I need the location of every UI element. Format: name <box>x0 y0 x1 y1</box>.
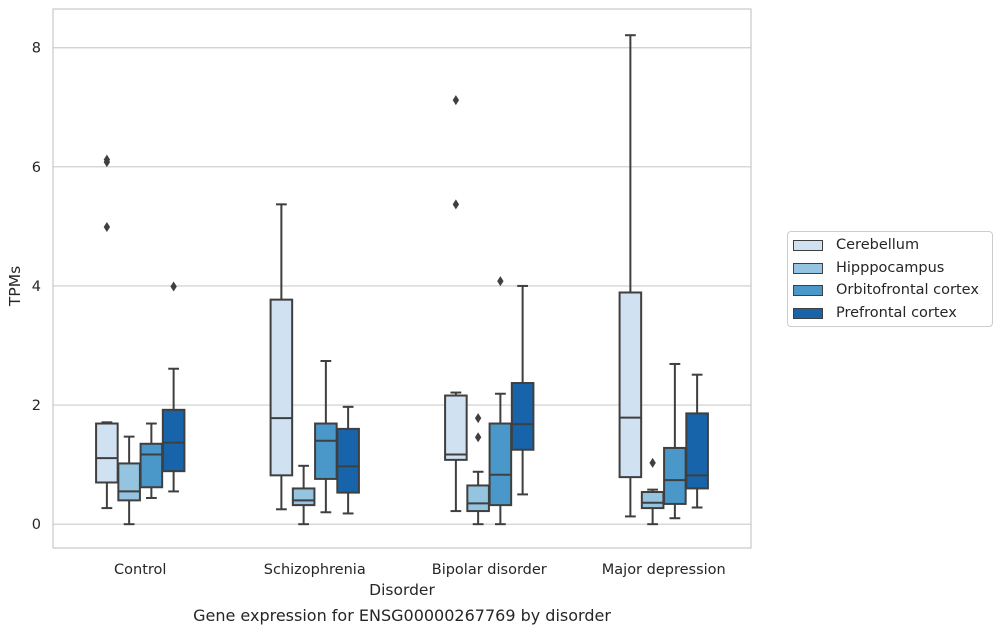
iqr-box <box>640 491 665 510</box>
legend-label: Orbitofrontal cortex <box>836 282 979 298</box>
x-tick-label: Major depression <box>602 562 726 578</box>
iqr-box <box>139 442 164 489</box>
legend-swatch <box>793 284 823 296</box>
iqr-box <box>510 382 535 451</box>
y-tick-label: 2 <box>32 398 41 414</box>
legend-label: Hipppocampus <box>836 260 945 276</box>
legend-item-cerebellum: Cerebellum <box>793 235 919 255</box>
y-tick-label: 0 <box>32 517 41 533</box>
box-cerebellum <box>444 95 468 513</box>
box-hipppocampus <box>117 435 141 526</box>
outlier-point <box>649 457 656 468</box>
y-axis-label: TPMs <box>6 266 24 307</box>
box-cerebellum <box>269 203 294 511</box>
outlier-point <box>170 281 177 292</box>
legend-label: Prefrontal cortex <box>836 305 957 321</box>
iqr-box <box>269 298 294 477</box>
legend-item-hippocampus: Hipppocampus <box>793 258 944 278</box>
x-tick-label: Schizophrenia <box>264 562 366 578</box>
y-tick-label: 8 <box>32 41 41 57</box>
iqr-box <box>336 427 360 494</box>
iqr-box <box>117 462 141 502</box>
y-tick-labels: 0 2 4 6 8 <box>32 41 41 533</box>
x-axis-label: Disorder <box>369 581 435 599</box>
plot-area-frame <box>52 8 752 549</box>
chart-title: Gene expression for ENSG00000267769 by d… <box>193 606 611 625</box>
iqr-box <box>95 422 119 484</box>
x-tick-label: Bipolar disorder <box>432 562 547 578</box>
iqr-box <box>161 408 186 473</box>
box-prefrontal-cortex <box>685 373 709 509</box>
iqr-box <box>488 422 513 507</box>
legend: Cerebellum Hipppocampus Orbitofrontal co… <box>787 231 993 327</box>
box-orbitofrontal-cortex <box>663 362 687 520</box>
box-cerebellum <box>95 154 119 510</box>
box-orbitofrontal-cortex <box>139 422 164 499</box>
outlier-point <box>497 276 504 287</box>
box-prefrontal-cortex <box>161 281 186 493</box>
box-hipppocampus <box>466 413 490 526</box>
outlier-point <box>103 221 111 232</box>
iqr-box <box>314 422 338 480</box>
outlier-point <box>474 413 482 424</box>
iqr-box <box>685 412 709 490</box>
x-tick-label: Control <box>114 562 166 578</box>
iqr-box <box>291 487 316 507</box>
legend-swatch <box>793 262 823 274</box>
legend-item-orbitofrontal-cortex: Orbitofrontal cortex <box>793 280 979 300</box>
x-tick-labels: Control Schizophrenia Bipolar disorder Majo… <box>114 562 726 578</box>
iqr-box <box>444 394 468 461</box>
box-cerebellum <box>618 34 643 518</box>
legend-label: Cerebellum <box>836 237 920 253</box>
legend-swatch <box>793 239 823 251</box>
y-tick-label: 4 <box>32 279 41 295</box>
iqr-box <box>466 484 490 513</box>
outlier-point <box>103 154 111 165</box>
outlier-point <box>452 199 460 210</box>
y-tick-label: 6 <box>32 160 41 176</box>
outlier-point <box>452 95 460 106</box>
box-orbitofrontal-cortex <box>314 359 338 514</box>
legend-item-prefrontal-cortex: Prefrontal cortex <box>793 303 957 323</box>
box-prefrontal-cortex <box>336 405 360 515</box>
box-orbitofrontal-cortex <box>488 276 513 526</box>
legend-swatch <box>793 307 823 319</box>
outlier-point <box>474 432 482 443</box>
iqr-box <box>663 446 687 505</box>
box-plots <box>95 34 709 526</box>
iqr-box <box>618 291 643 479</box>
box-hipppocampus <box>640 457 665 526</box>
box-prefrontal-cortex <box>510 284 535 496</box>
box-hipppocampus <box>291 464 316 526</box>
